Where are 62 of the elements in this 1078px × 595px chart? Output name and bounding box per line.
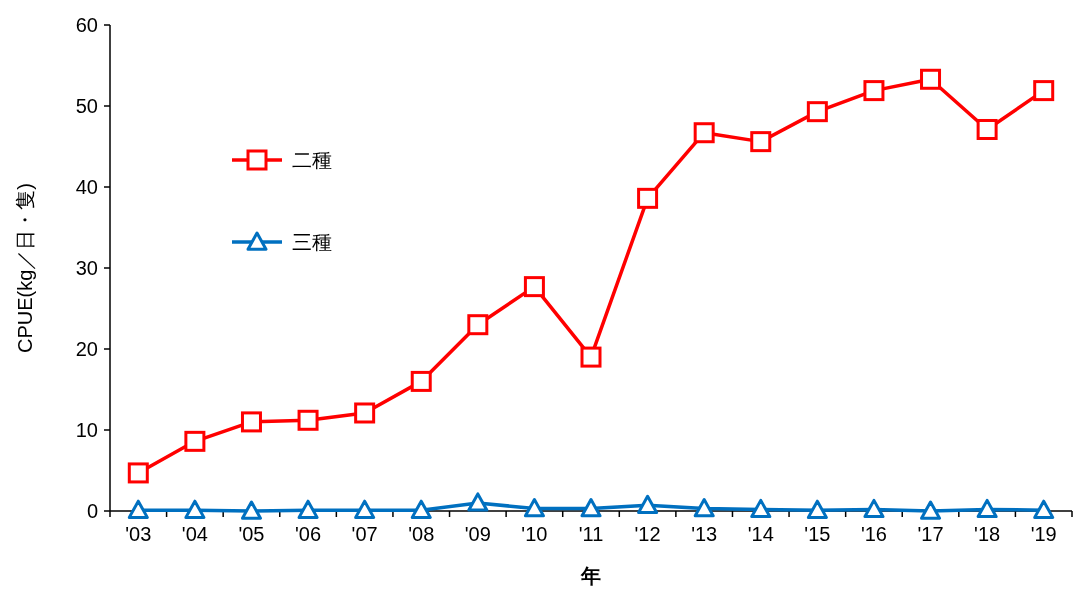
- point: [637, 187, 659, 209]
- point: [976, 118, 998, 140]
- point: [693, 122, 715, 144]
- x-tick-label: '18: [974, 523, 1001, 545]
- x-tick-label: '06: [295, 523, 322, 545]
- point: [580, 346, 602, 368]
- x-tick-label: '19: [1030, 523, 1057, 545]
- point: [920, 68, 942, 90]
- x-tick-label: '16: [860, 523, 887, 545]
- point: [806, 101, 828, 123]
- x-tick-label: '03: [125, 523, 152, 545]
- point: [750, 131, 772, 153]
- point: [863, 80, 885, 102]
- point: [1033, 499, 1055, 519]
- point: [127, 499, 149, 519]
- x-tick-label: '10: [521, 523, 548, 545]
- y-tick-label: 60: [75, 14, 98, 36]
- point: [637, 494, 659, 515]
- x-tick-label: '07: [351, 523, 378, 545]
- point: [354, 402, 376, 424]
- point: [693, 498, 715, 518]
- y-tick-label: 50: [75, 95, 98, 117]
- x-tick-label: '12: [634, 523, 661, 545]
- point: [976, 498, 998, 519]
- legend-label: 二種: [292, 149, 332, 171]
- point: [240, 411, 262, 433]
- x-tick-label: '14: [747, 523, 774, 545]
- point: [297, 499, 319, 519]
- point: [467, 492, 489, 512]
- point: [410, 499, 432, 519]
- y-tick-label: 30: [75, 257, 98, 279]
- point: [297, 409, 319, 431]
- x-tick-label: '09: [464, 523, 491, 545]
- x-tick-label: '04: [181, 523, 208, 545]
- point: [806, 499, 828, 519]
- point: [523, 276, 545, 298]
- y-axis-title: CPUE(kg／日・隻): [14, 182, 36, 354]
- point: [354, 499, 376, 519]
- point: [920, 500, 942, 520]
- x-tick-label: '08: [408, 523, 435, 545]
- x-axis-title: 年: [580, 565, 601, 587]
- x-tick-label: '15: [804, 523, 831, 545]
- point: [240, 500, 262, 520]
- x-tick-label: '11: [578, 523, 604, 545]
- y-tick-label: 40: [75, 176, 98, 198]
- legend-label: 三種: [292, 231, 332, 253]
- point: [580, 498, 602, 518]
- point: [523, 498, 545, 518]
- y-tick-label: 0: [86, 500, 98, 522]
- point: [127, 462, 149, 484]
- point: [184, 430, 206, 452]
- x-tick-label: '05: [238, 523, 265, 545]
- point: [410, 370, 432, 392]
- x-tick-label: '17: [917, 523, 944, 545]
- point: [184, 499, 206, 519]
- point: [750, 498, 772, 519]
- y-tick-label: 10: [75, 419, 98, 441]
- point: [1033, 80, 1055, 102]
- x-tick-label: '13: [691, 523, 718, 545]
- y-tick-label: 20: [75, 338, 98, 360]
- point: [863, 498, 885, 519]
- point: [467, 314, 489, 336]
